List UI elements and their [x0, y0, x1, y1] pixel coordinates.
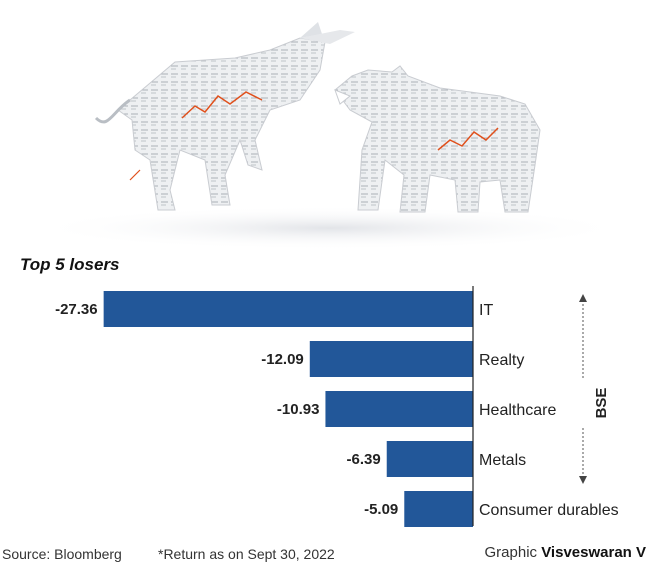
value-label: -5.09 — [364, 501, 398, 518]
bear-icon — [334, 65, 541, 213]
bar-realty — [309, 341, 473, 377]
bars-group: -27.36 IT -12.09 Realty -10.93 Healthcare -6.3… — [55, 291, 619, 527]
category-label: Realty — [479, 352, 524, 369]
source-note: Source: Bloomberg — [2, 546, 122, 562]
bar-healthcare — [325, 391, 473, 427]
return-note: *Return as on Sept 30, 2022 — [158, 546, 335, 562]
bull-icon — [94, 22, 355, 211]
value-label: -12.09 — [261, 351, 304, 368]
credit-name: Visveswaran V — [541, 544, 646, 561]
bse-label: BSE — [593, 388, 610, 419]
category-label: Consumer durables — [479, 502, 619, 519]
footer: Source: Bloomberg *Return as on Sept 30,… — [0, 544, 660, 566]
credit-prefix: Graphic — [484, 544, 538, 561]
category-label: Metals — [479, 452, 526, 469]
bar-it — [103, 291, 473, 327]
graphic-credit: Graphic Visveswaran V — [485, 544, 647, 561]
category-label: IT — [479, 302, 493, 319]
category-label: Healthcare — [479, 402, 556, 419]
value-label: -10.93 — [277, 401, 320, 418]
bar-consumer-durables — [404, 491, 473, 527]
bull-bear-illustration — [30, 22, 630, 248]
chart-title: Top 5 losers — [20, 255, 120, 274]
bar-chart: Top 5 losers -27.36 IT -12.09 Realty -10.93 H… — [20, 255, 619, 527]
bar-metals — [386, 441, 473, 477]
value-label: -27.36 — [55, 301, 98, 318]
bse-side-label: BSE — [572, 294, 610, 484]
value-label: -6.39 — [347, 451, 381, 468]
